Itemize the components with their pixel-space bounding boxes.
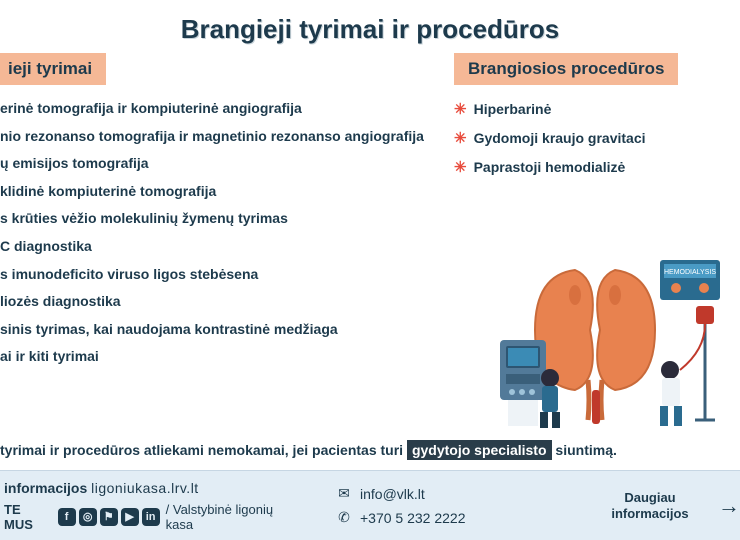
social-icons: f ◎ ⚑ ▶ in — [58, 508, 160, 526]
footer-info-label: informacijos — [4, 480, 87, 496]
phone-icon: ✆ — [336, 510, 352, 526]
footer-site-link[interactable]: ligoniukasa.lrv.lt — [91, 480, 199, 496]
list-item-label: Gydomoji kraujo gravitaci — [474, 129, 646, 149]
footer-left: informacijos ligoniukasa.lrv.lt TE MUS f… — [0, 471, 300, 540]
list-item: s imunodeficito viruso ligos stebėsena — [0, 261, 430, 289]
list-item: ai ir kiti tyrimai — [0, 343, 430, 371]
note-suffix: siuntimą. — [555, 442, 616, 458]
list-item: Paprastoji hemodializė — [454, 153, 740, 182]
footer-org-name: / Valstybinė ligonių kasa — [166, 502, 300, 532]
list-item: Gydomoji kraujo gravitaci — [454, 124, 740, 153]
list-item: C diagnostika — [0, 233, 430, 261]
footer-social-row: TE MUS f ◎ ⚑ ▶ in / Valstybinė ligonių k… — [4, 502, 300, 532]
list-item-label: Paprastoji hemodializė — [474, 158, 626, 178]
page-title: Brangieji tyrimai ir procedūros — [0, 0, 740, 53]
left-section-header: ieji tyrimai — [0, 53, 106, 85]
footnote: tyrimai ir procedūros atliekami nemokama… — [0, 438, 617, 462]
list-item-label: Hiperbarinė — [474, 100, 552, 120]
list-item: erinė tomografija ir kompiuterinė angiog… — [0, 95, 430, 123]
right-list: Hiperbarinė Gydomoji kraujo gravitaci Pa… — [454, 95, 740, 182]
list-item: Hiperbarinė — [454, 95, 740, 124]
facebook-icon[interactable]: f — [58, 508, 76, 526]
flickr-icon[interactable]: ⚑ — [100, 508, 118, 526]
footer-right[interactable]: Daugiau informacijos → — [590, 471, 740, 540]
list-item: s krūties vėžio molekulinių žymenų tyrim… — [0, 205, 430, 233]
instagram-icon[interactable]: ◎ — [79, 508, 97, 526]
footer-follow-label: TE MUS — [4, 502, 52, 532]
right-section-header: Brangiosios procedūros — [454, 53, 678, 85]
list-item: sinis tyrimas, kai naudojama kontrastinė… — [0, 316, 430, 344]
arrow-right-icon: → — [718, 495, 740, 517]
footer-info-row: informacijos ligoniukasa.lrv.lt — [4, 480, 300, 496]
list-item: ų emisijos tomografija — [0, 150, 430, 178]
footer-phone-row: ✆ +370 5 232 2222 — [336, 510, 590, 526]
svg-text:HEMODIALYSIS: HEMODIALYSIS — [664, 269, 716, 276]
mail-icon: ✉ — [336, 486, 352, 502]
footer: informacijos ligoniukasa.lrv.lt TE MUS f… — [0, 470, 740, 540]
footer-email-link[interactable]: info@vlk.lt — [360, 486, 425, 502]
left-column: ieji tyrimai erinė tomografija ir kompiu… — [0, 53, 430, 371]
medical-illustration: HEMODIALYSIS — [480, 240, 740, 430]
list-item: klidinė kompiuterinė tomografija — [0, 178, 430, 206]
footer-phone-link[interactable]: +370 5 232 2222 — [360, 510, 466, 526]
note-prefix: tyrimai ir procedūros atliekami nemokama… — [0, 442, 407, 458]
list-item: liozės diagnostika — [0, 288, 430, 316]
left-list: erinė tomografija ir kompiuterinė angiog… — [0, 95, 430, 371]
footer-email-row: ✉ info@vlk.lt — [336, 486, 590, 502]
list-item: nio rezonanso tomografija ir magnetinio … — [0, 123, 430, 151]
linkedin-icon[interactable]: in — [142, 508, 160, 526]
youtube-icon[interactable]: ▶ — [121, 508, 139, 526]
footer-mid: ✉ info@vlk.lt ✆ +370 5 232 2222 — [300, 471, 590, 540]
note-highlight: gydytojo specialisto — [407, 440, 552, 460]
more-info-link-label: Daugiau informacijos — [590, 490, 710, 521]
